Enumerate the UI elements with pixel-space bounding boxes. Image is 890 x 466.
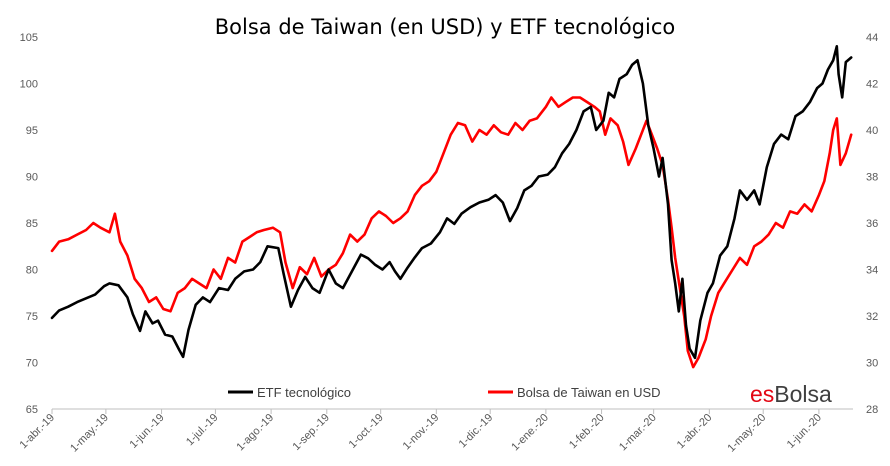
left-tick-label: 95 bbox=[26, 125, 38, 137]
x-tick-label: 1-oct.-19 bbox=[347, 412, 386, 451]
right-tick-label: 30 bbox=[866, 358, 878, 370]
left-axis: 65 70 75 80 85 90 95 100 105 bbox=[20, 32, 38, 416]
series-line-taiwan bbox=[50, 96, 853, 369]
left-tick-label: 100 bbox=[20, 79, 38, 91]
right-tick-label: 38 bbox=[866, 172, 878, 184]
x-tick-label: 1-abr.-20 bbox=[675, 412, 715, 452]
left-tick-label: 65 bbox=[26, 404, 38, 416]
legend-label-etf: ETF tecnológico bbox=[257, 385, 351, 400]
x-tick-label: 1-jul.-19 bbox=[184, 412, 221, 449]
right-tick-label: 42 bbox=[866, 79, 878, 91]
legend-label-taiwan: Bolsa de Taiwan en USD bbox=[517, 385, 661, 400]
x-tick-label: 1-nov.-19 bbox=[401, 412, 442, 453]
x-tick-label: 1-feb.-20 bbox=[567, 412, 607, 452]
right-tick-label: 34 bbox=[866, 265, 878, 277]
right-tick-label: 40 bbox=[866, 125, 878, 137]
brand-logo: esBolsa bbox=[750, 381, 832, 407]
series-layer bbox=[50, 44, 853, 369]
series-line-etf bbox=[50, 44, 853, 360]
chart-title: Bolsa de Taiwan (en USD) y ETF tecnológi… bbox=[215, 15, 675, 39]
left-tick-label: 85 bbox=[26, 218, 38, 230]
x-tick-label: 1-sep.-19 bbox=[291, 412, 332, 453]
x-tick-label: 1-ago.-19 bbox=[234, 412, 276, 454]
x-tick-label: 1-jun.-20 bbox=[785, 412, 824, 451]
left-tick-label: 90 bbox=[26, 172, 38, 184]
left-tick-label: 75 bbox=[26, 311, 38, 323]
x-tick-label: 1-ene.-20 bbox=[509, 412, 551, 454]
left-tick-label: 70 bbox=[26, 358, 38, 370]
svg-text:esBolsa: esBolsa bbox=[750, 381, 832, 407]
x-axis: 1-abr.-19 1-may.-19 1-jun.-19 1-jul.-19 1-ag… bbox=[18, 409, 824, 455]
x-tick-label: 1-may.-20 bbox=[725, 412, 768, 455]
right-tick-label: 36 bbox=[866, 218, 878, 230]
right-axis: 28 30 32 34 36 38 40 42 44 bbox=[866, 32, 878, 416]
legend: ETF tecnológico Bolsa de Taiwan en USD bbox=[228, 385, 661, 400]
x-tick-label: 1-jun.-19 bbox=[127, 412, 166, 451]
x-tick-label: 1-mar.-20 bbox=[617, 412, 659, 454]
x-tick-label: 1-dic.-19 bbox=[457, 412, 496, 451]
x-tick-label: 1-abr.-19 bbox=[18, 412, 58, 452]
brand-bolsa: Bolsa bbox=[774, 381, 832, 407]
right-tick-label: 32 bbox=[866, 311, 878, 323]
left-tick-label: 105 bbox=[20, 32, 38, 44]
right-tick-label: 28 bbox=[866, 404, 878, 416]
left-tick-label: 80 bbox=[26, 265, 38, 277]
right-tick-label: 44 bbox=[866, 32, 878, 44]
x-tick-label: 1-may.-19 bbox=[68, 412, 111, 455]
brand-es: es bbox=[750, 381, 774, 407]
